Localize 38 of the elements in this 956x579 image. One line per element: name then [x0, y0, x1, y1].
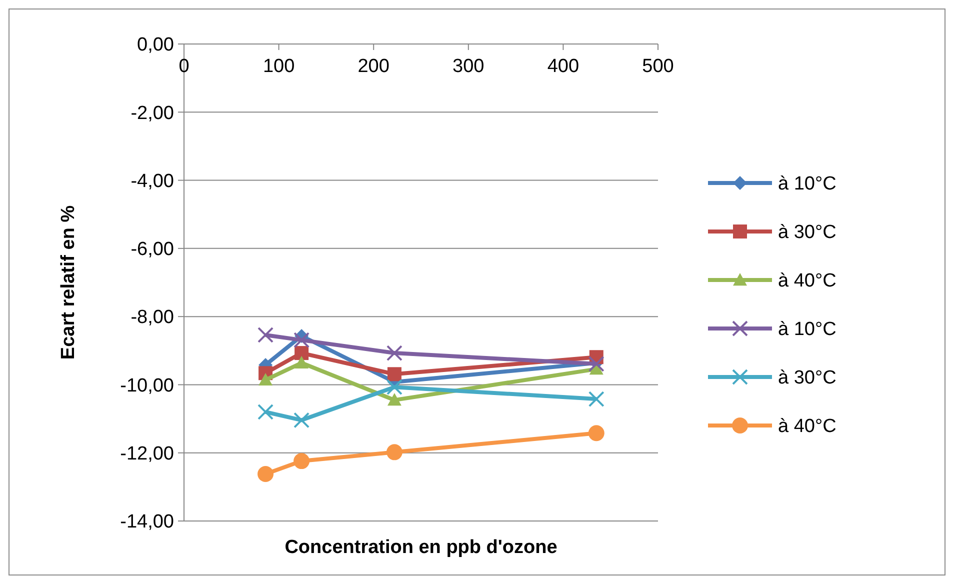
point [386, 444, 402, 460]
point [387, 367, 402, 382]
legend-label: à 30°C [778, 222, 836, 244]
point [386, 345, 402, 362]
point [258, 466, 274, 482]
point [588, 391, 604, 408]
legend-label: à 10°C [778, 174, 836, 195]
x-tick-label: 300 [452, 56, 484, 77]
x-tick-label: 0 [178, 56, 190, 77]
point [588, 425, 604, 442]
legend-label: à 30°C [778, 368, 836, 389]
y-tick-label: -4,00 [130, 170, 174, 192]
point [258, 404, 274, 420]
point [294, 453, 310, 470]
x-tick-label: 200 [358, 56, 390, 77]
y-tick-label: 0,00 [137, 34, 174, 56]
x-axis-title: Concentration en ppb d'ozone [284, 537, 558, 558]
point [294, 346, 309, 360]
x-tick-label: 400 [547, 56, 580, 77]
point [258, 372, 273, 386]
y-tick-label: -10,00 [120, 375, 174, 396]
y-tick-label: -12,00 [120, 444, 174, 465]
point [258, 326, 274, 343]
legend-label: à 40°C [778, 416, 836, 438]
point [294, 412, 310, 428]
point [294, 332, 310, 348]
y-axis-title: Ecart relatif en % [58, 205, 79, 360]
legend-label: à 40°C [778, 270, 836, 292]
point [386, 379, 402, 396]
y-tick-label: -8,00 [130, 307, 174, 328]
point [387, 393, 402, 406]
y-tick-label: -14,00 [120, 512, 174, 533]
legend-label: à 10°C [778, 319, 836, 340]
x-tick-label: 100 [262, 56, 295, 77]
y-tick-label: -2,00 [130, 102, 174, 124]
x-tick-label: 500 [642, 56, 674, 77]
y-tick-label: -6,00 [130, 239, 174, 260]
point [294, 356, 309, 369]
